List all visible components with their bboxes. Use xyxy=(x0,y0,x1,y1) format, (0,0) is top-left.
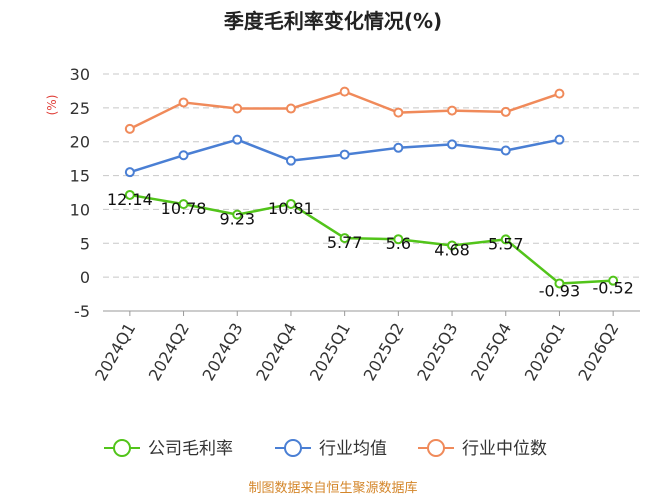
data-point xyxy=(554,134,565,145)
y-tick-label: 15 xyxy=(70,167,90,186)
legend-marker xyxy=(284,439,302,457)
data-label: 10.81 xyxy=(268,199,314,218)
data-point xyxy=(285,103,296,114)
data-label: 5.6 xyxy=(386,234,411,253)
data-point xyxy=(178,150,189,161)
data-point xyxy=(124,167,135,178)
data-point xyxy=(554,88,565,99)
data-point xyxy=(178,97,189,108)
data-point xyxy=(500,234,511,245)
data-label: 5.57 xyxy=(488,234,524,253)
x-tick-label: 2025Q2 xyxy=(360,320,408,384)
data-point xyxy=(232,209,243,220)
source-note: 制图数据来自恒生聚源数据库 xyxy=(248,480,417,496)
y-axis-label: (%) xyxy=(45,95,59,116)
x-tick-label: 2024Q1 xyxy=(91,320,139,384)
data-point xyxy=(232,134,243,145)
data-point xyxy=(285,155,296,166)
y-tick-label: 0 xyxy=(80,268,90,287)
series-line xyxy=(129,193,614,285)
data-point xyxy=(447,139,458,150)
data-label: 4.68 xyxy=(434,240,470,259)
legend: 公司毛利率 行业均值 行业中位数 xyxy=(104,439,547,459)
data-point xyxy=(500,106,511,117)
series-2 xyxy=(124,86,565,134)
data-point xyxy=(393,107,404,118)
data-point xyxy=(339,233,350,244)
data-point xyxy=(339,149,350,160)
y-tick-label: -5 xyxy=(74,302,90,321)
series-1 xyxy=(124,134,565,178)
data-point xyxy=(124,189,135,200)
data-point xyxy=(393,142,404,153)
x-tick-label: 2026Q1 xyxy=(521,320,569,384)
legend-item: 公司毛利率 xyxy=(104,439,233,459)
y-axis: 30 25 20 15 10 5 0 -5 xyxy=(70,65,90,321)
legend-label: 行业中位数 xyxy=(462,439,547,459)
x-axis: 2024Q1 2024Q2 2024Q3 2024Q4 2025Q1 2025Q2 2025… xyxy=(91,311,623,384)
x-tick-label: 2024Q3 xyxy=(199,320,247,384)
data-point xyxy=(447,105,458,116)
x-tick-label: 2025Q3 xyxy=(413,320,461,384)
grid xyxy=(103,73,640,312)
x-tick-label: 2025Q4 xyxy=(467,320,515,384)
legend-label: 行业均值 xyxy=(319,439,387,459)
y-tick-label: 25 xyxy=(70,99,90,118)
data-point xyxy=(285,198,296,209)
data-point xyxy=(232,103,243,114)
y-tick-label: 30 xyxy=(70,65,90,84)
data-point xyxy=(500,145,511,156)
data-point xyxy=(178,199,189,210)
data-point xyxy=(393,234,404,245)
data-point xyxy=(608,275,619,286)
legend-marker xyxy=(113,439,131,457)
data-label: -0.93 xyxy=(539,281,580,300)
x-tick-label: 2024Q2 xyxy=(145,320,193,384)
series-0 xyxy=(124,189,619,289)
plot-area xyxy=(124,86,619,289)
chart-title: 季度毛利率变化情况(%) xyxy=(223,9,442,33)
data-label: 5.77 xyxy=(327,233,363,252)
legend-item: 行业均值 xyxy=(275,439,387,459)
data-point xyxy=(339,86,350,97)
legend-label: 公司毛利率 xyxy=(148,439,233,459)
x-tick-label: 2026Q2 xyxy=(574,320,622,384)
data-label: 12.14 xyxy=(107,190,153,209)
data-point xyxy=(447,240,458,251)
y-tick-label: 20 xyxy=(70,133,90,152)
legend-marker xyxy=(427,439,445,457)
x-tick-label: 2024Q4 xyxy=(252,320,300,384)
data-labels: 12.14 10.78 9.23 10.81 5.77 5.6 4.68 5.57 -0.93-… xyxy=(107,190,634,301)
data-point xyxy=(124,123,135,134)
data-label: 10.78 xyxy=(161,199,207,218)
legend-item: 行业中位数 xyxy=(418,439,547,459)
x-tick-label: 2025Q1 xyxy=(306,320,354,384)
data-point xyxy=(554,278,565,289)
series-line xyxy=(129,90,560,130)
data-label: 9.23 xyxy=(219,210,255,229)
y-tick-label: 5 xyxy=(80,234,90,253)
y-tick-label: 10 xyxy=(70,200,90,219)
data-label: -0.52 xyxy=(592,279,633,298)
